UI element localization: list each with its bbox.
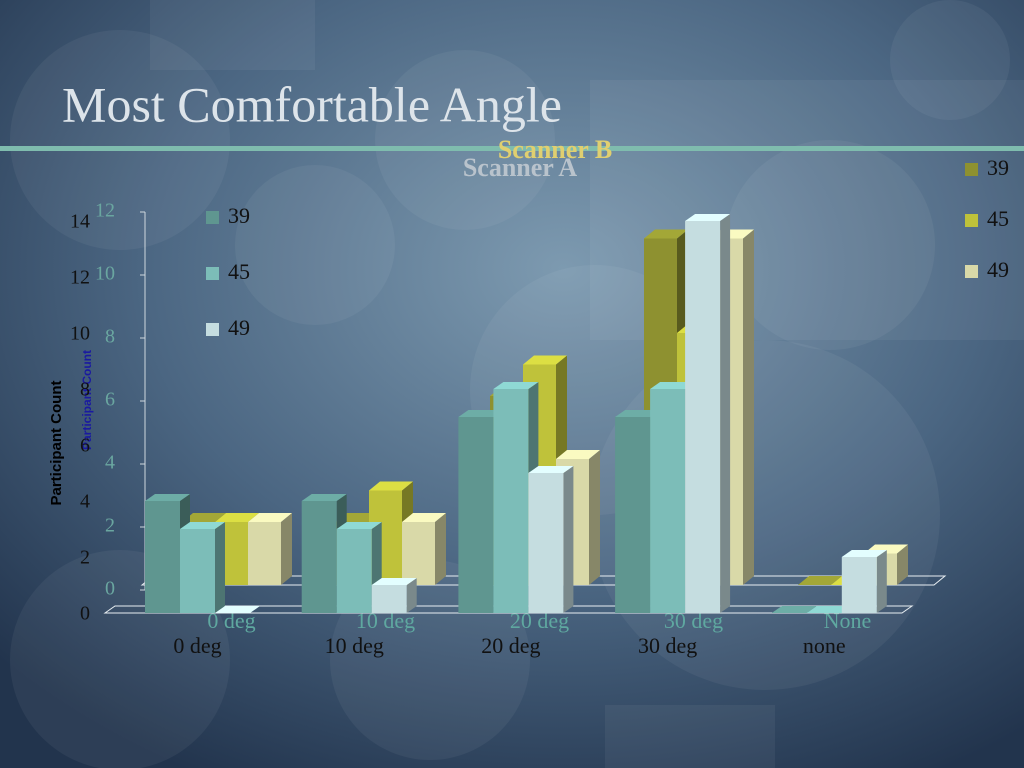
title-rule: [0, 146, 1024, 151]
legend-label: 39: [228, 203, 250, 228]
bar-top: [369, 481, 413, 491]
y-axis-label: Participant Count: [48, 380, 65, 505]
bar-top: [798, 576, 842, 585]
bar-top: [145, 494, 190, 501]
bar-top: [215, 513, 259, 522]
y-tick-label: 4: [80, 491, 90, 513]
y-tick-label: 14: [70, 211, 90, 233]
bar-side: [589, 450, 600, 585]
legend-swatch: [206, 211, 219, 224]
bar-top: [615, 410, 661, 417]
y-tick-label: 8: [105, 326, 115, 348]
bar-top: [644, 229, 688, 239]
x-tick-label: 10 deg: [325, 633, 384, 658]
legend-swatch: [965, 163, 978, 176]
bar-top: [336, 522, 382, 529]
legend-swatch: [965, 214, 978, 227]
bar-top: [180, 522, 225, 529]
y-tick-label: 4: [105, 452, 115, 474]
legend-swatch: [206, 267, 219, 280]
bar: [301, 501, 337, 613]
x-tick-label: 20 deg: [481, 633, 540, 658]
bar: [145, 501, 180, 613]
bar-top: [771, 606, 817, 613]
bar-top: [458, 410, 504, 417]
bar: [528, 473, 564, 613]
x-tick-label: none: [803, 633, 846, 658]
bar-top: [841, 550, 887, 557]
bar-top: [523, 355, 567, 365]
bar-top: [182, 513, 226, 522]
y-tick-label: 6: [105, 389, 115, 411]
legend-label: 39: [987, 155, 1009, 180]
legend-label: 49: [228, 315, 250, 340]
bar: [336, 529, 372, 613]
bar-side: [215, 522, 225, 613]
x-tick-label: 0 deg: [173, 633, 221, 658]
y-tick-label: 2: [80, 547, 90, 569]
bar: [402, 522, 435, 585]
bar-side: [720, 214, 731, 613]
legend-label: 45: [228, 259, 250, 284]
y-tick-label: 10: [70, 323, 90, 345]
bar: [841, 557, 877, 613]
bar-top: [650, 382, 696, 389]
bar: [650, 389, 686, 613]
bar-top: [528, 466, 574, 473]
bar: [371, 585, 407, 613]
bar-top: [215, 606, 260, 613]
legend-swatch: [965, 265, 978, 278]
y-tick-label: 6: [80, 435, 90, 457]
bar-side: [897, 544, 908, 585]
bar-side: [743, 229, 754, 585]
chart-title: Scanner B: [498, 135, 612, 164]
bar-side: [281, 513, 292, 585]
y-tick-label: 10: [95, 263, 115, 285]
legend-label: 45: [987, 206, 1009, 231]
bar: [493, 389, 529, 613]
bar: [458, 417, 494, 613]
y-tick-label: 2: [105, 515, 115, 537]
bar-top: [301, 494, 347, 501]
legend-label: 49: [987, 257, 1009, 282]
bar-top: [248, 513, 292, 522]
bar: [685, 221, 721, 613]
bar: [248, 522, 281, 585]
y-tick-label: 0: [80, 603, 90, 625]
slide-title: Most Comfortable Angle: [62, 76, 562, 132]
y-tick-label: 12: [95, 200, 115, 222]
bar-top: [685, 214, 731, 221]
y-tick-label: 12: [70, 267, 90, 289]
bar-top: [806, 606, 852, 613]
bar-top: [371, 578, 417, 585]
x-tick-label: 30 deg: [638, 633, 697, 658]
bar: [180, 529, 215, 613]
y-tick-label: 8: [80, 379, 90, 401]
chart-title: Scanner A: [463, 153, 578, 182]
bar-side: [563, 466, 574, 613]
y-tick-label: 0: [105, 578, 115, 600]
bar: [615, 417, 651, 613]
bar-top: [402, 513, 446, 522]
y-axis-label: Participant Count: [80, 350, 94, 450]
bar-top: [493, 382, 539, 389]
bar-top: [556, 450, 600, 459]
bar-side: [406, 578, 417, 613]
bar-side: [435, 513, 446, 585]
legend-swatch: [206, 323, 219, 336]
bar-side: [876, 550, 887, 613]
